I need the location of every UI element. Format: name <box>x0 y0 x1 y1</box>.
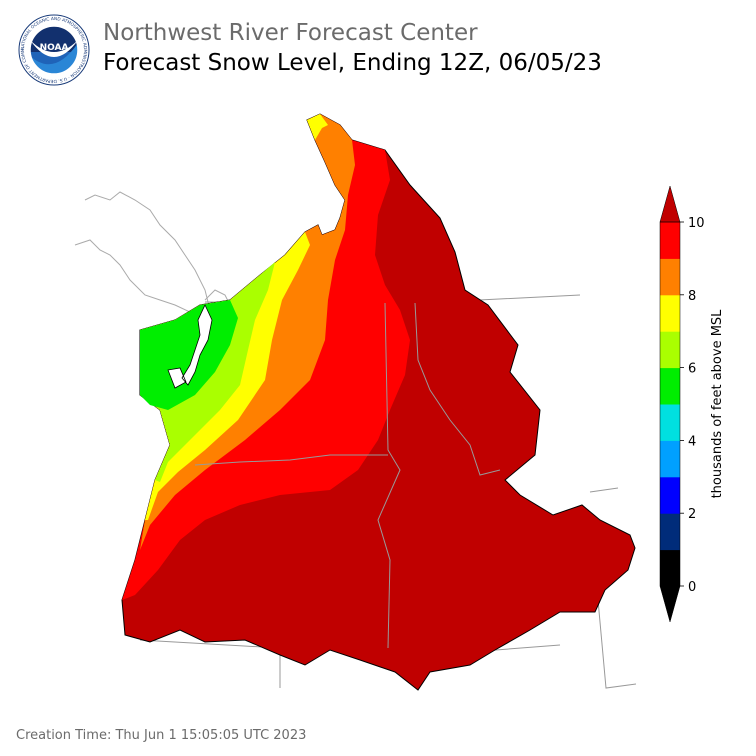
colorbar-swatch <box>660 440 680 478</box>
org-title: Northwest River Forecast Center <box>103 20 478 46</box>
colorbar-swatch <box>660 331 680 369</box>
colorbar-extend-high <box>659 185 681 223</box>
state-border-id-mt <box>414 302 501 476</box>
colorbar-swatch <box>660 294 680 332</box>
puget-sound-water <box>167 304 213 389</box>
colorbar-swatch <box>660 367 680 405</box>
colorbar-title: thousands of feet above MSL <box>710 309 725 499</box>
snow-level-region-5-6 <box>140 300 238 410</box>
state-border-east <box>589 487 637 689</box>
colorbar-tick-label: 6 <box>688 362 696 377</box>
svg-text:NOAA: NOAA <box>40 43 69 53</box>
colorbar-tick-label: 4 <box>688 434 696 449</box>
colorbar-tick-label: 10 <box>688 216 705 231</box>
colorbar-swatches <box>659 185 681 623</box>
colorbar-tick-label: 0 <box>688 580 696 595</box>
colorbar-swatch <box>660 549 680 587</box>
state-border-or-wa <box>194 454 388 466</box>
colorbar-legend: 0 2 4 6 8 10 thousands of feet above MSL <box>659 185 725 623</box>
colorbar-extend-low <box>659 585 681 623</box>
colorbar-tick-label: 8 <box>688 289 696 304</box>
colorbar-swatch <box>660 513 680 551</box>
colorbar-swatch <box>660 476 680 514</box>
map-title: Forecast Snow Level, Ending 12Z, 06/05/2… <box>103 50 602 76</box>
snow-level-map <box>74 113 637 691</box>
state-border-wa-id <box>377 302 401 649</box>
colorbar-tick-label: 2 <box>688 507 696 522</box>
colorbar-swatch <box>660 404 680 441</box>
creation-time: Creation Time: Thu Jun 1 15:05:05 UTC 20… <box>16 728 307 743</box>
noaa-logo-icon: NATIONAL OCEANIC AND ATMOSPHERIC ADMINIS… <box>18 14 90 86</box>
colorbar-swatch <box>660 222 680 259</box>
colorbar-swatch <box>660 258 680 296</box>
